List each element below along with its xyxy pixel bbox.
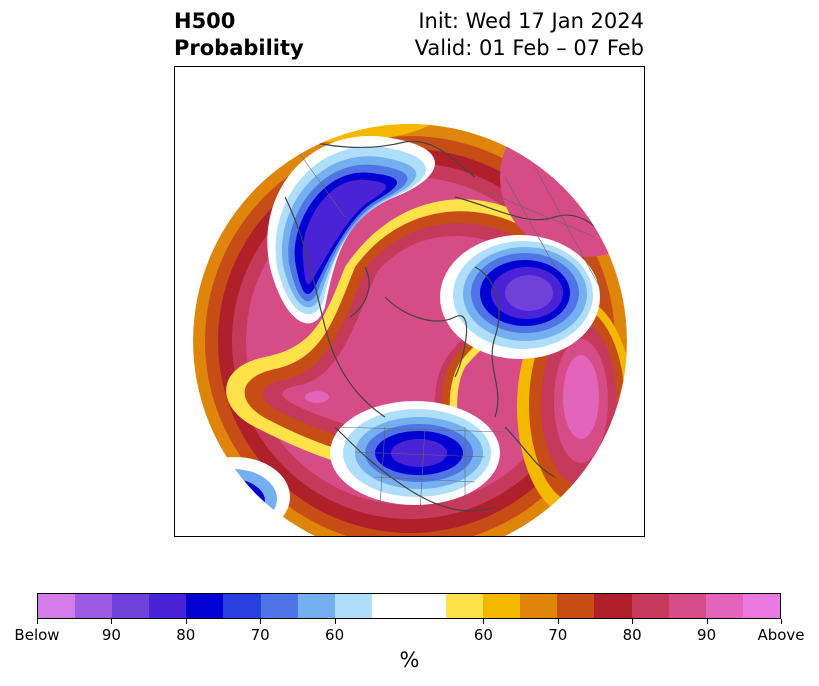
colorbar-tick-label: 60	[473, 626, 493, 644]
colorbar-swatch	[483, 594, 521, 618]
colorbar-tick-label: 60	[325, 626, 345, 644]
colorbar-swatch	[594, 594, 632, 618]
anomaly-field	[193, 124, 627, 536]
colorbar-swatch	[631, 594, 669, 618]
colorbar-tick	[185, 619, 187, 624]
colorbar-tick-label: 80	[176, 626, 196, 644]
colorbar-swatch	[742, 594, 780, 618]
map-title: H500 Probability	[174, 8, 304, 62]
colorbar-tick	[260, 619, 262, 624]
colorbar-tick-label: 90	[101, 626, 121, 644]
colorbar-tick-label: 80	[622, 626, 642, 644]
colorbar-tick	[483, 619, 485, 624]
below-anomaly-siberia	[267, 136, 435, 324]
colorbar-swatch	[297, 594, 335, 618]
colorbar-swatch	[371, 594, 409, 618]
colorbar-swatch	[112, 594, 150, 618]
below-anomaly-northamerica	[330, 401, 500, 505]
colorbar-tick-label: Above	[757, 626, 805, 644]
colorbar-tick-label: 90	[697, 626, 717, 644]
colorbar-swatch	[446, 594, 484, 618]
below-anomaly-europe	[440, 235, 600, 359]
colorbar-tick-label: 70	[548, 626, 568, 644]
colorbar-tick	[37, 619, 38, 624]
colorbar-tick-labels: Below 90 80 70 60 60 70 80 90 Above	[0, 626, 819, 646]
colorbar-swatch	[75, 594, 113, 618]
probability-map	[174, 66, 645, 537]
colorbar-swatch	[334, 594, 372, 618]
colorbar-tick	[111, 619, 113, 624]
product-label: Probability	[174, 36, 304, 60]
variable-label: H500	[174, 9, 236, 33]
colorbar-swatch	[705, 594, 743, 618]
coastlines	[284, 136, 626, 512]
init-date-label: Init: Wed 17 Jan 2024	[418, 9, 644, 33]
colorbar-tick	[706, 619, 708, 624]
colorbar-tick	[781, 619, 782, 624]
colorbar-tick-label: Below	[14, 626, 60, 644]
below-anomaly-southwest	[193, 457, 290, 536]
colorbar-swatch	[668, 594, 706, 618]
colorbar-unit-label: %	[399, 648, 420, 672]
colorbar-swatch	[520, 594, 558, 618]
colorbar-swatch	[186, 594, 224, 618]
colorbar-swatch	[557, 594, 595, 618]
colorbar	[37, 593, 781, 619]
colorbar-tick	[632, 619, 634, 624]
map-canvas	[193, 124, 627, 536]
colorbar-tick	[334, 619, 336, 624]
colorbar-swatch	[38, 594, 76, 618]
colorbar-swatch	[149, 594, 187, 618]
colorbar-tick-label: 70	[250, 626, 270, 644]
borders	[294, 146, 606, 513]
colorbar-swatch	[223, 594, 261, 618]
colorbar-tick	[557, 619, 559, 624]
colorbar-swatch	[408, 594, 447, 618]
colorbar-swatch	[260, 594, 298, 618]
date-info: Init: Wed 17 Jan 2024 Valid: 01 Feb – 07…	[415, 8, 644, 62]
valid-range-label: Valid: 01 Feb – 07 Feb	[414, 36, 644, 60]
